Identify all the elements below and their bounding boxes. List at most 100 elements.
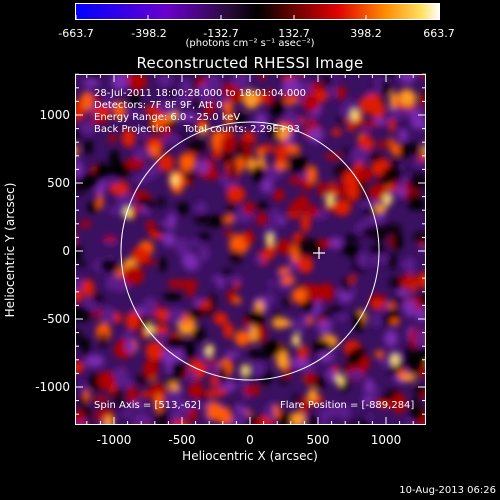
noise-blob — [242, 385, 261, 396]
noise-blob — [255, 213, 268, 226]
noise-blob — [255, 202, 269, 210]
noise-blob — [84, 139, 93, 155]
noise-blob — [153, 324, 170, 334]
bright-source — [241, 364, 249, 376]
colorbar-tick-label: 663.7 — [423, 27, 455, 40]
bright-source — [292, 334, 300, 346]
noise-blob — [406, 417, 413, 425]
noise-blob — [406, 109, 421, 118]
x-tick-label: 500 — [307, 433, 330, 447]
noise-blob — [231, 74, 250, 89]
noise-blob — [182, 340, 196, 360]
y-tick-label: 500 — [47, 176, 70, 190]
noise-blob — [209, 292, 216, 310]
image-noise-pattern — [75, 74, 435, 425]
noise-blob — [155, 308, 170, 322]
noise-blob — [251, 310, 265, 327]
noise-blob — [224, 351, 241, 358]
noise-blob — [87, 201, 98, 213]
noise-blob — [101, 306, 115, 323]
y-tick-label: -500 — [43, 312, 70, 326]
noise-blob — [75, 105, 86, 121]
noise-blob — [78, 396, 86, 407]
noise-blob — [306, 317, 315, 324]
noise-blob — [97, 371, 116, 390]
noise-blob — [324, 153, 342, 160]
noise-blob — [392, 232, 403, 251]
plot-title: Reconstructed RHESSI Image — [136, 54, 364, 72]
noise-blob — [316, 283, 335, 302]
noise-blob — [75, 290, 84, 303]
noise-blob — [205, 389, 222, 398]
noise-blob — [358, 200, 376, 208]
y-tick-label: 0 — [62, 244, 70, 258]
timestamp: 10-Aug-2013 06:26 — [399, 485, 496, 496]
noise-blob — [296, 195, 310, 212]
colorbar-tick-label: 132.7 — [278, 27, 310, 40]
info-line-method-counts: Back Projection Total counts: 2.29E+03 — [94, 124, 300, 135]
noise-blob — [222, 129, 235, 138]
noise-blob — [196, 160, 209, 174]
noise-blob — [179, 279, 199, 290]
noise-blob — [224, 112, 233, 125]
noise-blob — [335, 313, 349, 321]
noise-blob — [291, 287, 308, 304]
noise-blob — [140, 127, 147, 140]
noise-blob — [81, 279, 95, 297]
noise-blob — [154, 392, 164, 413]
noise-blob — [79, 220, 92, 228]
noise-blob — [374, 117, 389, 126]
noise-blob — [99, 258, 118, 272]
noise-blob — [158, 100, 178, 115]
noise-blob — [92, 396, 110, 403]
noise-blob — [116, 193, 137, 211]
x-axis-label: Heliocentric X (arcsec) — [182, 449, 318, 463]
noise-blob — [158, 256, 167, 272]
noise-blob — [207, 100, 216, 112]
noise-blob — [162, 232, 176, 247]
noise-blob — [167, 212, 177, 230]
noise-blob — [125, 157, 145, 170]
noise-blob — [258, 155, 265, 168]
noise-blob — [182, 252, 198, 270]
noise-blob — [302, 93, 320, 112]
colorbar-tick-label: -398.2 — [131, 27, 167, 40]
noise-blob — [377, 395, 398, 402]
noise-blob — [395, 289, 411, 297]
noise-blob — [205, 74, 222, 93]
noise-blob — [133, 147, 151, 160]
noise-blob — [131, 247, 151, 262]
noise-blob — [412, 394, 421, 410]
noise-blob — [80, 173, 100, 190]
noise-blob — [281, 79, 301, 94]
noise-blob — [349, 275, 356, 284]
noise-blob — [408, 172, 426, 191]
axis-minor-ticks — [75, 73, 426, 425]
noise-blob — [406, 351, 426, 370]
noise-blob — [293, 318, 306, 333]
x-tick-label: -1000 — [97, 433, 132, 447]
noise-blob — [319, 312, 331, 319]
noise-blob — [188, 239, 202, 247]
noise-blob — [409, 407, 426, 421]
info-line-detectors: Detectors: 7F 8F 9F, Att 0 — [94, 100, 222, 111]
noise-blob — [370, 245, 387, 255]
noise-blob — [388, 252, 397, 270]
noise-blob — [372, 312, 381, 329]
noise-blob — [226, 185, 246, 203]
noise-blob — [307, 388, 318, 402]
noise-blob — [388, 116, 396, 133]
noise-blob — [384, 330, 398, 347]
noise-blob — [318, 181, 326, 198]
bright-source — [206, 344, 214, 356]
noise-blob — [270, 207, 281, 226]
noise-blob — [367, 93, 381, 105]
noise-blob — [346, 181, 360, 201]
y-axis-label: Heliocentric Y (arcsec) — [3, 183, 17, 318]
noise-blob — [109, 181, 130, 196]
noise-blob — [234, 330, 251, 347]
noise-blob — [428, 132, 435, 143]
colorbar-tick-label: -132.7 — [203, 27, 239, 40]
noise-blob — [265, 121, 279, 139]
